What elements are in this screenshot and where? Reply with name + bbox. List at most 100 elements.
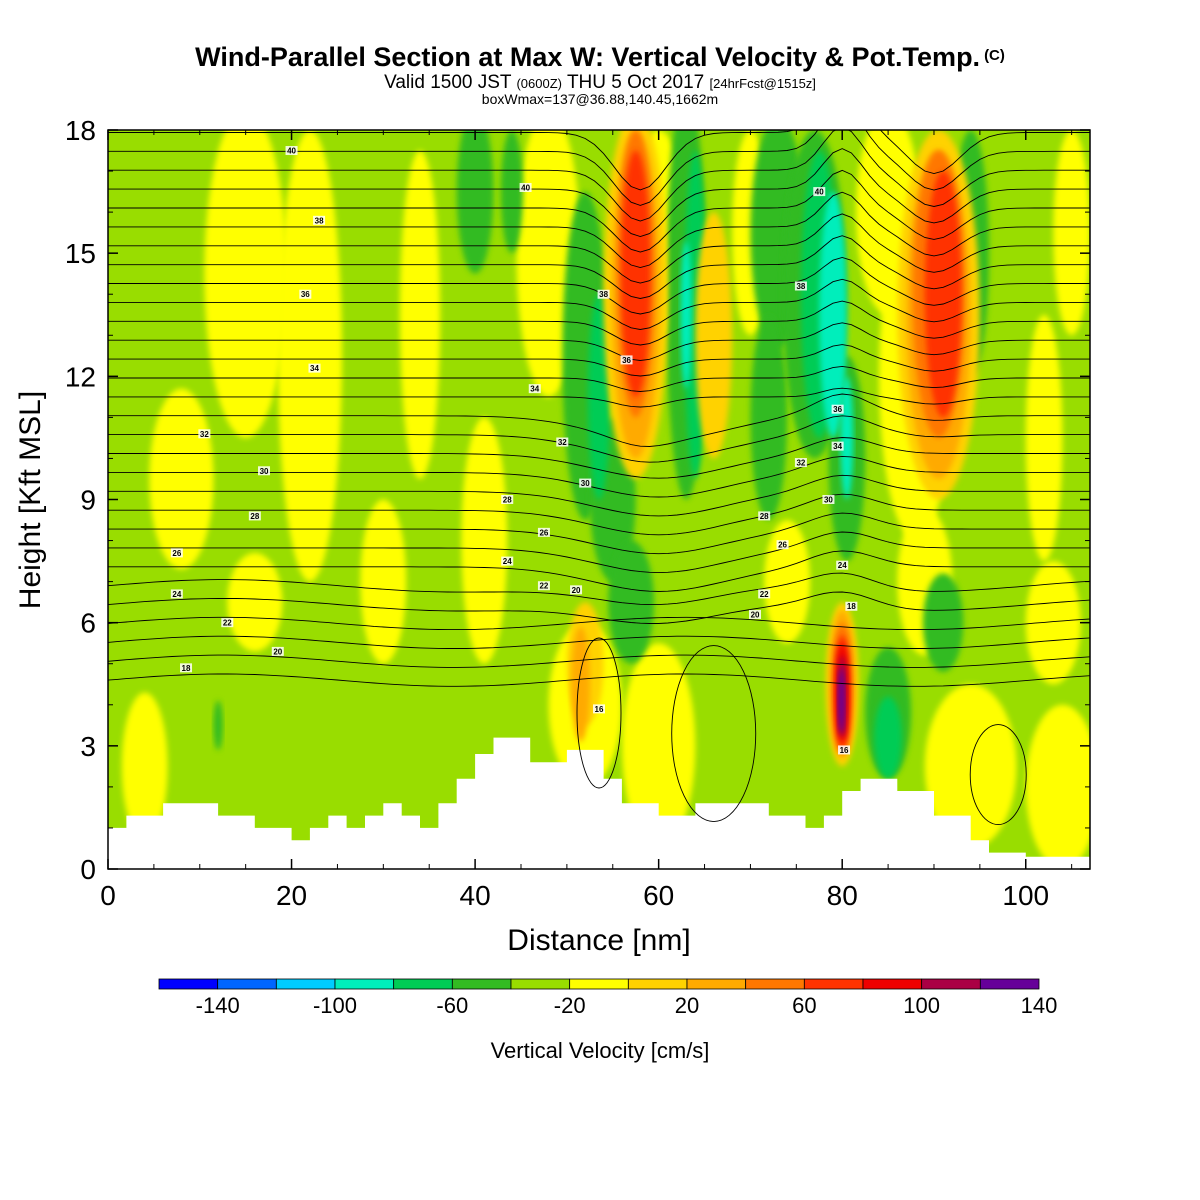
chart-title-text: Wind-Parallel Section at Max W: Vertical… (195, 42, 981, 72)
velocity-cell-41 (680, 240, 692, 389)
contour-label-bg (180, 663, 193, 673)
contour-label-bg (794, 281, 807, 291)
theta-contour-line (108, 235, 1090, 299)
contour-label: 22 (539, 582, 548, 591)
valid-time-date: THU 5 Oct 2017 (566, 72, 705, 93)
theta-contour-line (108, 130, 1090, 206)
x-axis-title: Distance [nm] (507, 924, 690, 957)
forecast-info: [24hrFcst@1515z] (709, 76, 816, 91)
theta-contour-line (108, 455, 1090, 498)
contour-label-bg (579, 478, 592, 488)
velocity-cell-44 (695, 212, 733, 459)
velocity-cell-55 (621, 150, 651, 397)
contour-label: 22 (223, 619, 232, 628)
velocity-cell-19 (1025, 314, 1063, 562)
theta-contour-line (108, 635, 1090, 649)
contour-label: 34 (310, 364, 319, 373)
contour-label-bg (170, 548, 183, 558)
velocity-cell-4 (399, 150, 441, 479)
contour-label-bg (537, 581, 550, 591)
contour-label: 24 (172, 590, 181, 599)
theta-contour-line (108, 169, 1090, 253)
colorbar-swatch (569, 978, 629, 990)
colorbar-swatch (745, 978, 805, 990)
theta-contour-line (108, 393, 1090, 447)
colorbar-swatch (334, 978, 395, 990)
contour-label: 20 (751, 610, 760, 619)
contour-label-bg (313, 215, 326, 225)
copyright-mark: (C) (984, 47, 1005, 64)
contour-label-bg (285, 146, 298, 156)
velocity-cell-38 (874, 696, 902, 779)
colorbar-swatch (393, 978, 453, 990)
box-wmax-info: boxWmax=137@36.88,140.45,1662m (481, 91, 719, 107)
colorbar-swatch (158, 978, 219, 990)
y-tick-label: 15 (65, 238, 96, 269)
colorbar-tick-label: 100 (903, 993, 940, 1018)
velocity-cell-21 (1025, 561, 1081, 685)
contour-label-bg (597, 289, 610, 299)
contour-label: 38 (599, 290, 608, 299)
velocity-cell-39 (587, 294, 611, 500)
colorbar-title: Vertical Velocity [cm/s] (491, 1038, 710, 1063)
contour-label-bg (299, 289, 312, 299)
terrain-profile (108, 737, 1090, 869)
colorbar-tick-label: -140 (196, 993, 240, 1018)
theta-contour-line (108, 278, 1090, 330)
contour-label-bg (758, 589, 771, 599)
contour-label-bg (258, 466, 271, 476)
contour-label: 32 (200, 430, 209, 439)
theta-contour-closed (969, 724, 1027, 826)
contour-label: 28 (760, 512, 769, 521)
theta-contour-line (108, 616, 1090, 631)
theta-contour-line (108, 322, 1090, 361)
colorbar-swatch (217, 978, 277, 990)
contour-label: 38 (315, 216, 324, 225)
colorbar-swatch (627, 978, 688, 990)
contour-label: 34 (530, 385, 539, 394)
velocity-cell-56 (924, 171, 962, 418)
contour-label-bg (519, 182, 532, 192)
theta-contours (108, 130, 1090, 826)
theta-contour-line (108, 365, 1090, 392)
x-tick-label: 20 (276, 880, 307, 911)
velocity-cell-12 (1025, 704, 1090, 869)
contour-label: 28 (503, 496, 512, 505)
contour-label: 16 (595, 705, 604, 714)
contour-label: 24 (838, 561, 847, 570)
contour-label-bg (593, 704, 605, 714)
contour-label-bg (308, 363, 321, 373)
contour-label: 36 (622, 356, 631, 365)
x-tick-label: 0 (100, 880, 116, 911)
theta-contour-line (108, 300, 1090, 346)
velocity-cell-1 (277, 130, 343, 582)
contour-label: 36 (833, 405, 842, 414)
contour-label: 18 (182, 664, 191, 673)
valid-time-prefix: Valid 1500 JST (384, 72, 512, 93)
velocity-cell-40 (819, 191, 847, 438)
x-tick-label: 60 (643, 880, 674, 911)
contour-label-bg (749, 609, 762, 619)
theta-contour-line (108, 148, 1090, 237)
contour-label-bg (556, 437, 569, 447)
contour-label: 38 (796, 282, 805, 291)
velocity-cell-22 (456, 130, 494, 274)
contour-label: 30 (260, 467, 269, 476)
theta-contour-line (108, 415, 1090, 463)
y-tick-label: 3 (80, 731, 96, 762)
contour-label-bg (271, 646, 284, 656)
theta-contour-line (108, 673, 1090, 687)
contour-label-bg (831, 441, 844, 451)
contour-label: 40 (521, 183, 530, 192)
contour-label-bg (170, 589, 183, 599)
contour-label: 36 (301, 290, 310, 299)
theta-contour-line (108, 474, 1090, 517)
velocity-cell-14 (764, 520, 811, 644)
colorbar-swatch (275, 978, 336, 990)
velocity-cell-50 (571, 626, 590, 742)
contour-label: 32 (558, 438, 567, 447)
colorbar-swatch (921, 978, 981, 990)
contour-label-bg (501, 556, 514, 566)
contour-label: 18 (847, 602, 856, 611)
